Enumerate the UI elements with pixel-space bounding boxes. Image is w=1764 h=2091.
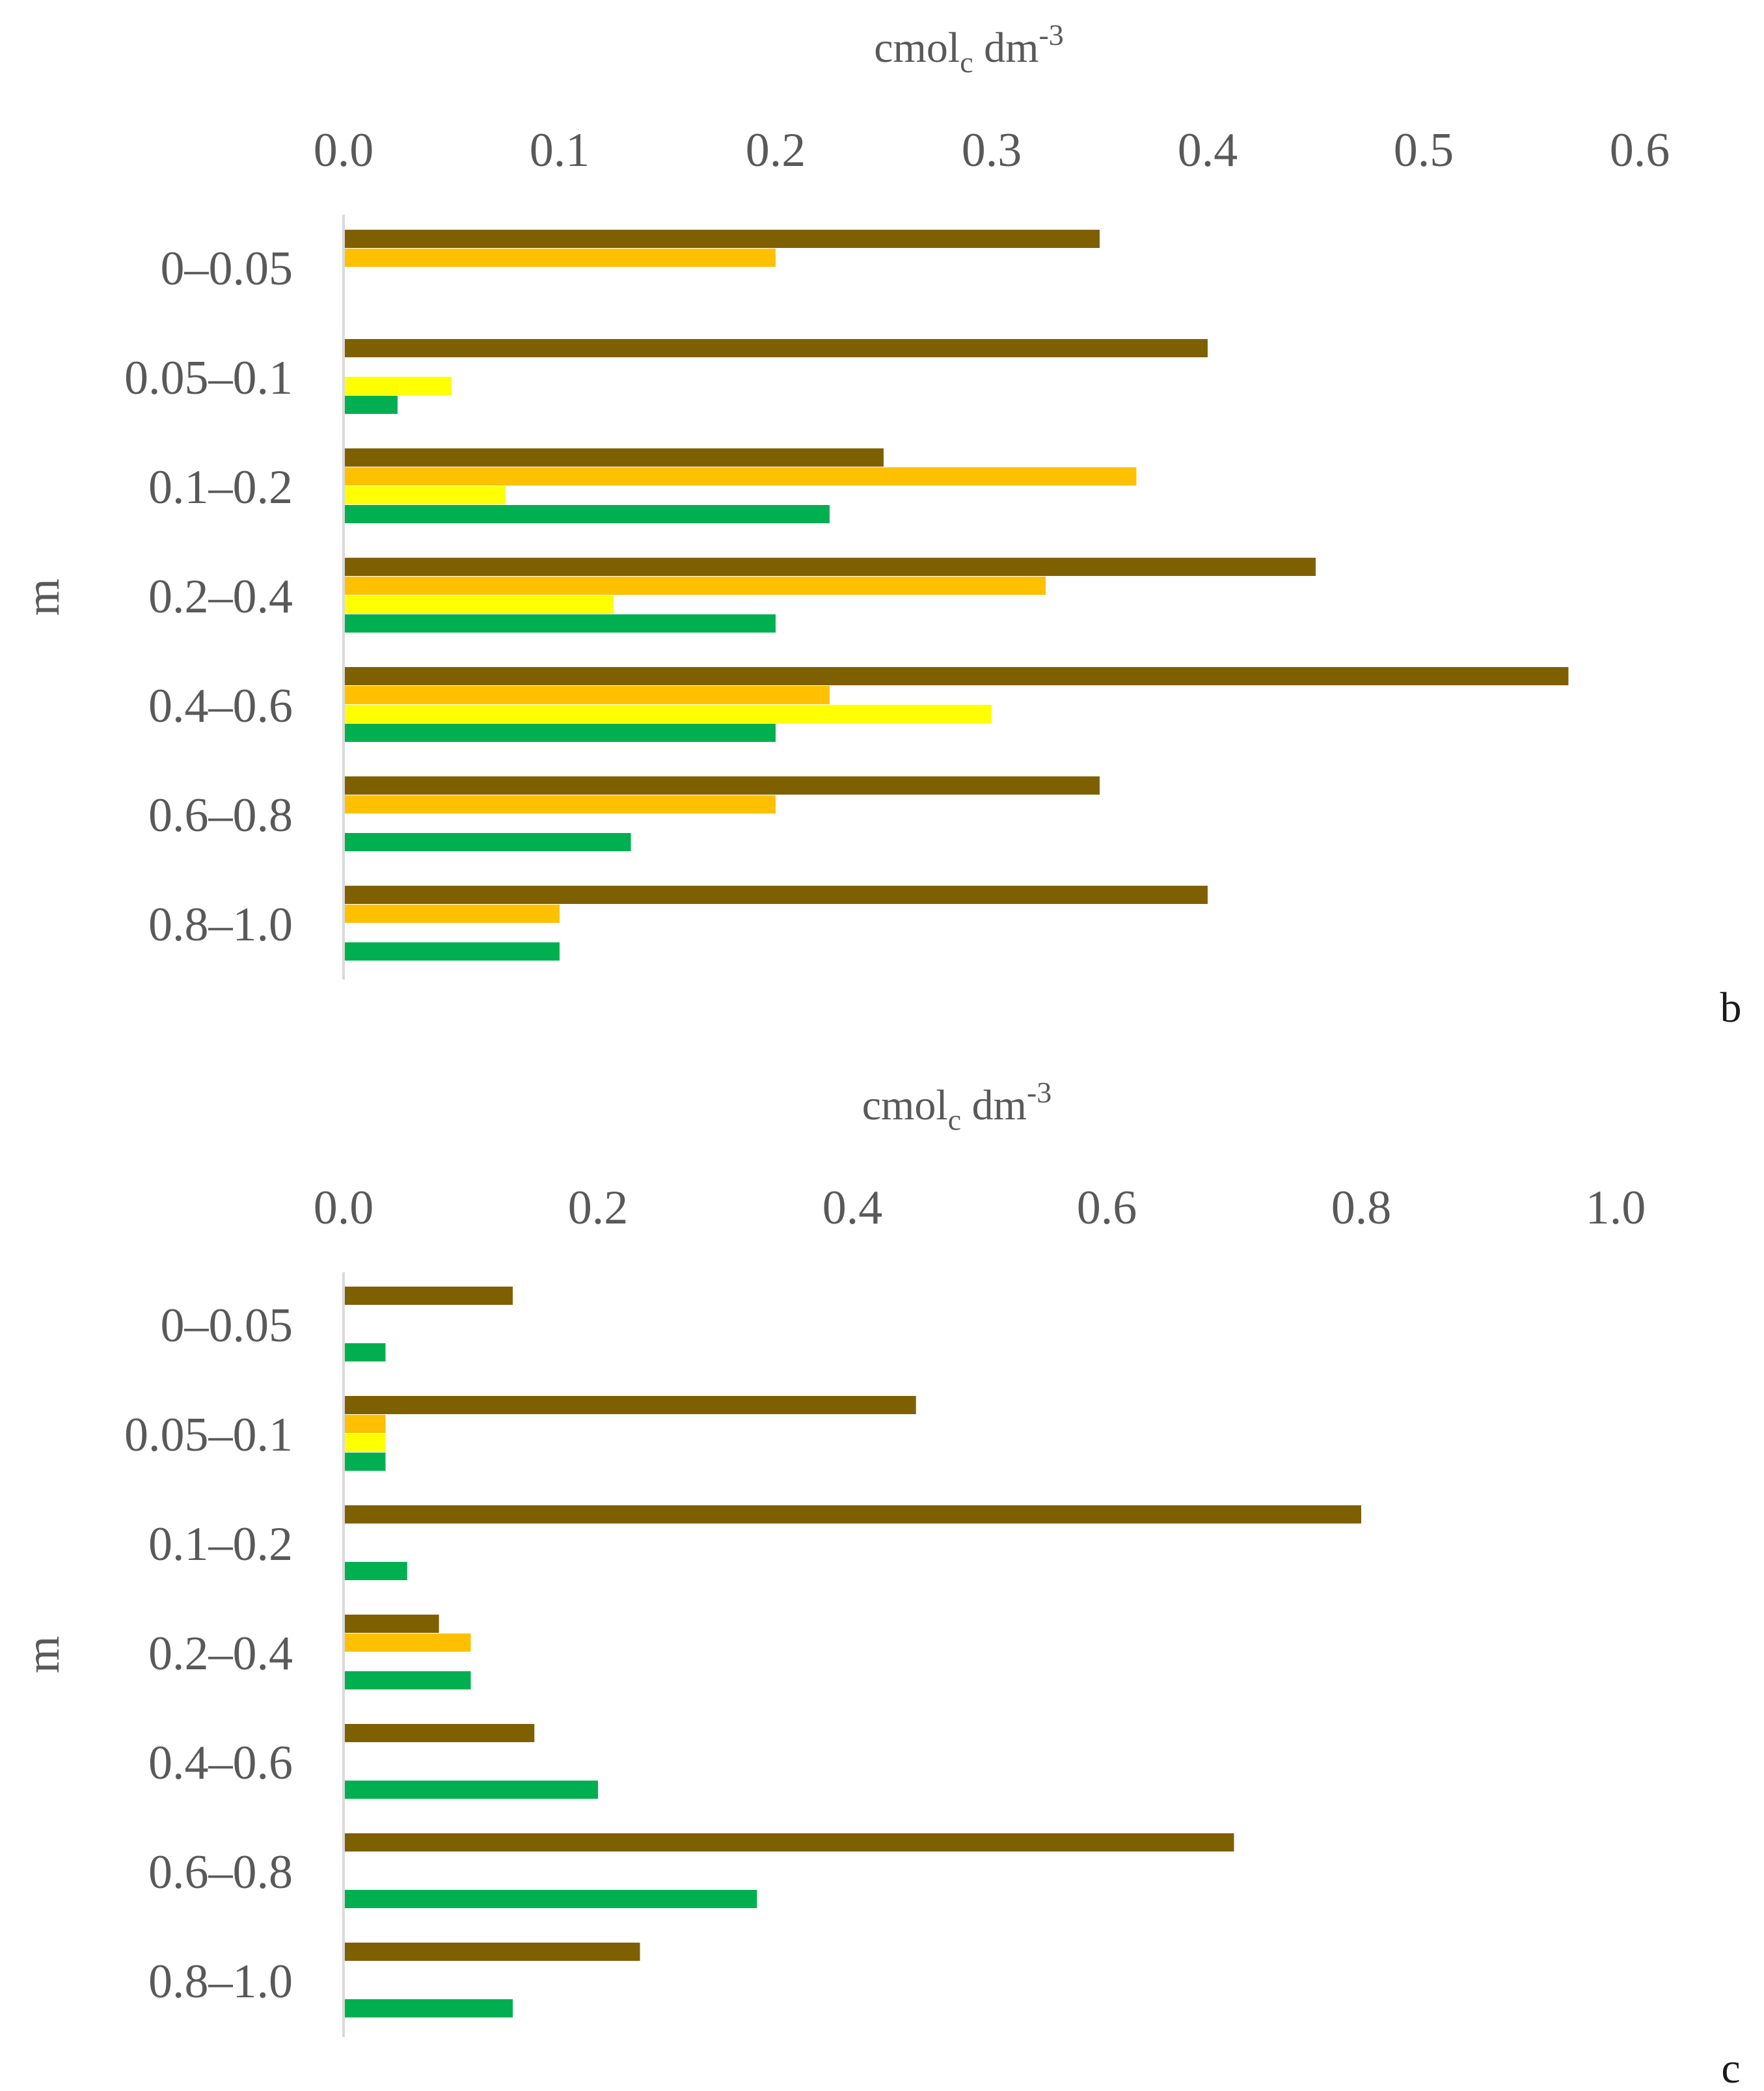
bar-series2: [345, 577, 1046, 595]
bar-series1: [345, 1724, 535, 1742]
bar-series4: [345, 942, 560, 961]
x-tick-label: 0.4: [822, 1181, 883, 1235]
bar-series1: [345, 1943, 640, 1961]
x-axis-title-superscript: -3: [1027, 1076, 1052, 1109]
x-tick-label: 0.5: [1394, 124, 1454, 177]
x-axis-title-main: cmol: [862, 1082, 948, 1129]
bar-series1: [345, 558, 1316, 576]
chart-panel-b: cmolc dm-3 0.0 0.1 0.2 0.3 0.4 0.5 0.6 m 0–0.05 0.…: [16, 18, 1742, 1032]
x-tick-label: 0.1: [530, 124, 590, 177]
bar-series4: [345, 724, 776, 742]
bar-series1: [345, 667, 1569, 685]
bar-series2: [345, 795, 776, 813]
bar-series1: [345, 1396, 916, 1414]
category-label: 0.6–0.8: [148, 789, 293, 842]
bar-series4: [345, 396, 398, 414]
x-tick-label: 0.0: [314, 1181, 374, 1235]
category-label: 0–0.05: [161, 1299, 293, 1352]
x-tick-label: 1.0: [1586, 1181, 1646, 1235]
x-axis-title-superscript: -3: [1038, 18, 1063, 51]
bar-series1: [345, 339, 1208, 357]
x-axis-title-main: cmol: [874, 24, 960, 72]
bar-series2: [345, 905, 560, 923]
x-tick-label: 0.2: [746, 124, 806, 177]
x-axis-title-rest: dm: [961, 1082, 1027, 1129]
bar-series1: [345, 1833, 1234, 1852]
x-axis-title: cmolc dm-3: [874, 18, 1064, 79]
bar-series4: [345, 1890, 757, 1908]
x-axis-title-rest: dm: [973, 24, 1039, 72]
bar-series4: [345, 1562, 407, 1580]
bar-series4: [345, 505, 830, 523]
x-tick-label: 0.2: [568, 1181, 629, 1235]
bar-series1: [345, 230, 1100, 248]
bar-series4: [345, 1781, 598, 1799]
x-axis-title-subscript: c: [960, 46, 973, 79]
bar-series2: [345, 686, 830, 704]
bar-series4: [345, 833, 631, 851]
bar-series4: [345, 1999, 513, 2017]
bar-series3: [345, 377, 452, 395]
bar-series3: [345, 1434, 386, 1452]
x-axis-title: cmolc dm-3: [862, 1076, 1052, 1136]
x-axis-title-subscript: c: [948, 1103, 961, 1136]
category-label: 0–0.05: [161, 242, 293, 295]
bar-series4: [345, 1343, 386, 1361]
x-tick-label: 0.8: [1331, 1181, 1392, 1235]
y-axis-title: m: [16, 579, 70, 616]
category-label: 0.05–0.1: [124, 351, 293, 405]
category-label: 0.2–0.4: [148, 570, 293, 623]
bar-series3: [345, 486, 506, 504]
category-label: 0.4–0.6: [148, 1736, 293, 1790]
category-label: 0.1–0.2: [148, 1518, 293, 1571]
bar-series1: [345, 448, 884, 467]
bar-series2: [345, 467, 1137, 485]
bar-series2: [345, 1633, 471, 1652]
x-tick-label: 0.6: [1610, 124, 1670, 177]
y-axis-title: m: [16, 1636, 70, 1674]
chart-panel-c: cmolc dm-30.0 0.2 0.4 0.6 0.8 1.0m0–0.050.05–…: [16, 1076, 1741, 2091]
category-label: 0.05–0.1: [124, 1408, 293, 1462]
bar-series1: [345, 886, 1208, 904]
bar-series4: [345, 1453, 386, 1471]
category-label: 0.6–0.8: [148, 1846, 293, 1899]
panel-label: b: [1720, 984, 1742, 1032]
bar-series1: [345, 1615, 439, 1633]
bar-series4: [345, 1671, 471, 1689]
x-tick-label: 0.3: [962, 124, 1022, 177]
bar-series1: [345, 1287, 513, 1305]
bar-series3: [345, 595, 614, 614]
bar-series1: [345, 1505, 1361, 1524]
bar-series3: [345, 705, 992, 723]
category-label: 0.2–0.4: [148, 1627, 293, 1680]
panel-label: c: [1721, 2045, 1740, 2091]
category-label: 0.8–1.0: [148, 1955, 293, 2008]
category-label: 0.8–1.0: [148, 898, 293, 951]
category-label: 0.1–0.2: [148, 461, 293, 514]
bar-series2: [345, 1415, 386, 1433]
category-label: 0.4–0.6: [148, 679, 293, 733]
bar-series2: [345, 249, 776, 267]
bar-series4: [345, 614, 776, 633]
x-tick-label: 0.6: [1077, 1181, 1137, 1235]
x-tick-label: 0.0: [314, 124, 374, 177]
x-tick-label: 0.4: [1178, 124, 1238, 177]
bar-series1: [345, 776, 1100, 795]
